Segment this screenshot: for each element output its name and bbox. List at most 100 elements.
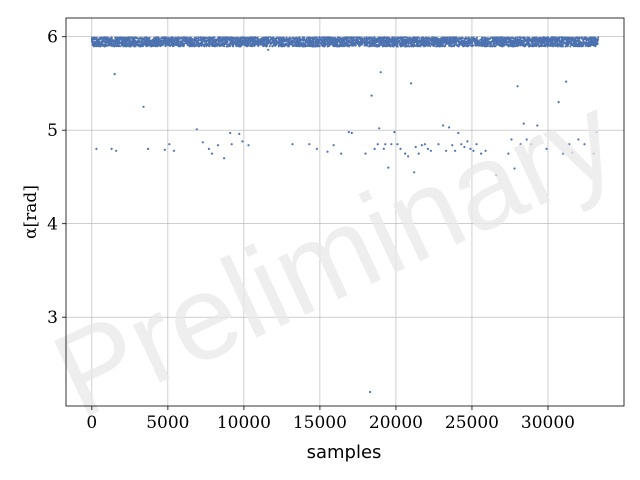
band-point: [558, 36, 561, 39]
band-point: [169, 40, 172, 42]
band-point: [580, 36, 583, 39]
band-point: [183, 39, 186, 42]
band-point: [566, 45, 569, 48]
band-point: [457, 44, 460, 47]
band-point: [421, 41, 424, 44]
band-point: [497, 40, 500, 43]
outlier-point: [414, 145, 417, 149]
band-point: [141, 42, 144, 45]
band-point: [572, 38, 575, 41]
outlier-point: [396, 143, 399, 146]
outlier-point: [507, 152, 510, 155]
band-point: [485, 45, 488, 48]
outlier-point: [241, 140, 244, 143]
band-point: [397, 39, 400, 42]
band-point: [452, 36, 455, 39]
outlier-point: [417, 152, 420, 155]
band-point: [205, 43, 208, 46]
band-point: [365, 44, 368, 47]
band-point: [556, 37, 559, 40]
band-point: [151, 40, 153, 43]
band-point: [282, 37, 284, 39]
outlier-point: [315, 147, 318, 150]
band-point: [388, 43, 390, 46]
band-point: [242, 40, 245, 43]
band-point: [383, 42, 386, 45]
band-point: [318, 42, 321, 45]
band-point: [276, 37, 279, 40]
band-point: [414, 41, 417, 44]
band-point: [109, 44, 112, 47]
band-point: [263, 40, 266, 43]
outlier-point: [399, 147, 402, 150]
x-axis-ticks: 0 5000 10000 15000 20000 25000 30000: [86, 406, 575, 433]
band-point: [291, 40, 294, 42]
band-point: [409, 43, 412, 45]
band-point: [474, 38, 477, 41]
band-point: [522, 37, 525, 40]
band-point: [480, 43, 483, 46]
band-point: [93, 42, 95, 45]
band-point: [506, 38, 509, 41]
band-point: [134, 41, 137, 44]
outlier-point: [110, 147, 113, 150]
band-point: [246, 36, 249, 39]
band-point: [558, 38, 560, 41]
band-point: [419, 39, 422, 42]
band-point: [345, 42, 348, 45]
band-point: [302, 37, 304, 40]
band-point: [405, 36, 408, 39]
band-point: [397, 37, 400, 40]
band-point: [171, 41, 174, 44]
band-point: [123, 42, 126, 44]
outlier-point: [522, 122, 525, 125]
band-point: [255, 37, 258, 39]
band-point: [178, 43, 181, 46]
band-point: [95, 41, 98, 44]
band-point: [225, 45, 228, 48]
outlier-point: [238, 132, 241, 135]
band-point: [593, 42, 596, 45]
outlier-point: [480, 152, 483, 155]
band-point: [422, 45, 425, 48]
band-point: [415, 39, 418, 42]
band-point: [514, 45, 517, 48]
outlier-point: [230, 143, 233, 146]
band-point: [553, 38, 556, 41]
band-point: [259, 38, 262, 41]
band-point: [310, 43, 313, 46]
band-point: [320, 43, 323, 46]
band-point: [443, 38, 446, 41]
x-tick-label: 15000: [293, 413, 347, 433]
band-point: [507, 44, 510, 47]
band-point: [167, 40, 170, 43]
band-point: [284, 43, 287, 46]
band-point: [226, 36, 229, 39]
band-point: [250, 38, 253, 41]
outlier-point: [577, 138, 580, 141]
band-point: [321, 38, 324, 41]
band-point: [358, 44, 361, 47]
band-point: [119, 37, 122, 39]
band-point: [569, 45, 572, 48]
band-point: [148, 36, 151, 39]
band-point: [354, 44, 357, 47]
band-point: [155, 43, 158, 46]
band-point: [393, 39, 396, 42]
band-point: [188, 42, 191, 45]
band-point: [433, 41, 436, 44]
band-point: [152, 40, 155, 43]
band-point: [527, 42, 530, 45]
band-point: [315, 37, 318, 39]
band-point: [275, 43, 278, 45]
band-point: [538, 41, 541, 44]
band-point: [148, 42, 151, 45]
band-point: [337, 44, 340, 47]
band-point: [493, 40, 496, 42]
band-point: [497, 41, 499, 44]
band-point: [441, 45, 444, 47]
band-point: [248, 36, 251, 39]
band-point: [566, 40, 569, 43]
band-point: [540, 37, 543, 40]
band-point: [483, 44, 485, 46]
